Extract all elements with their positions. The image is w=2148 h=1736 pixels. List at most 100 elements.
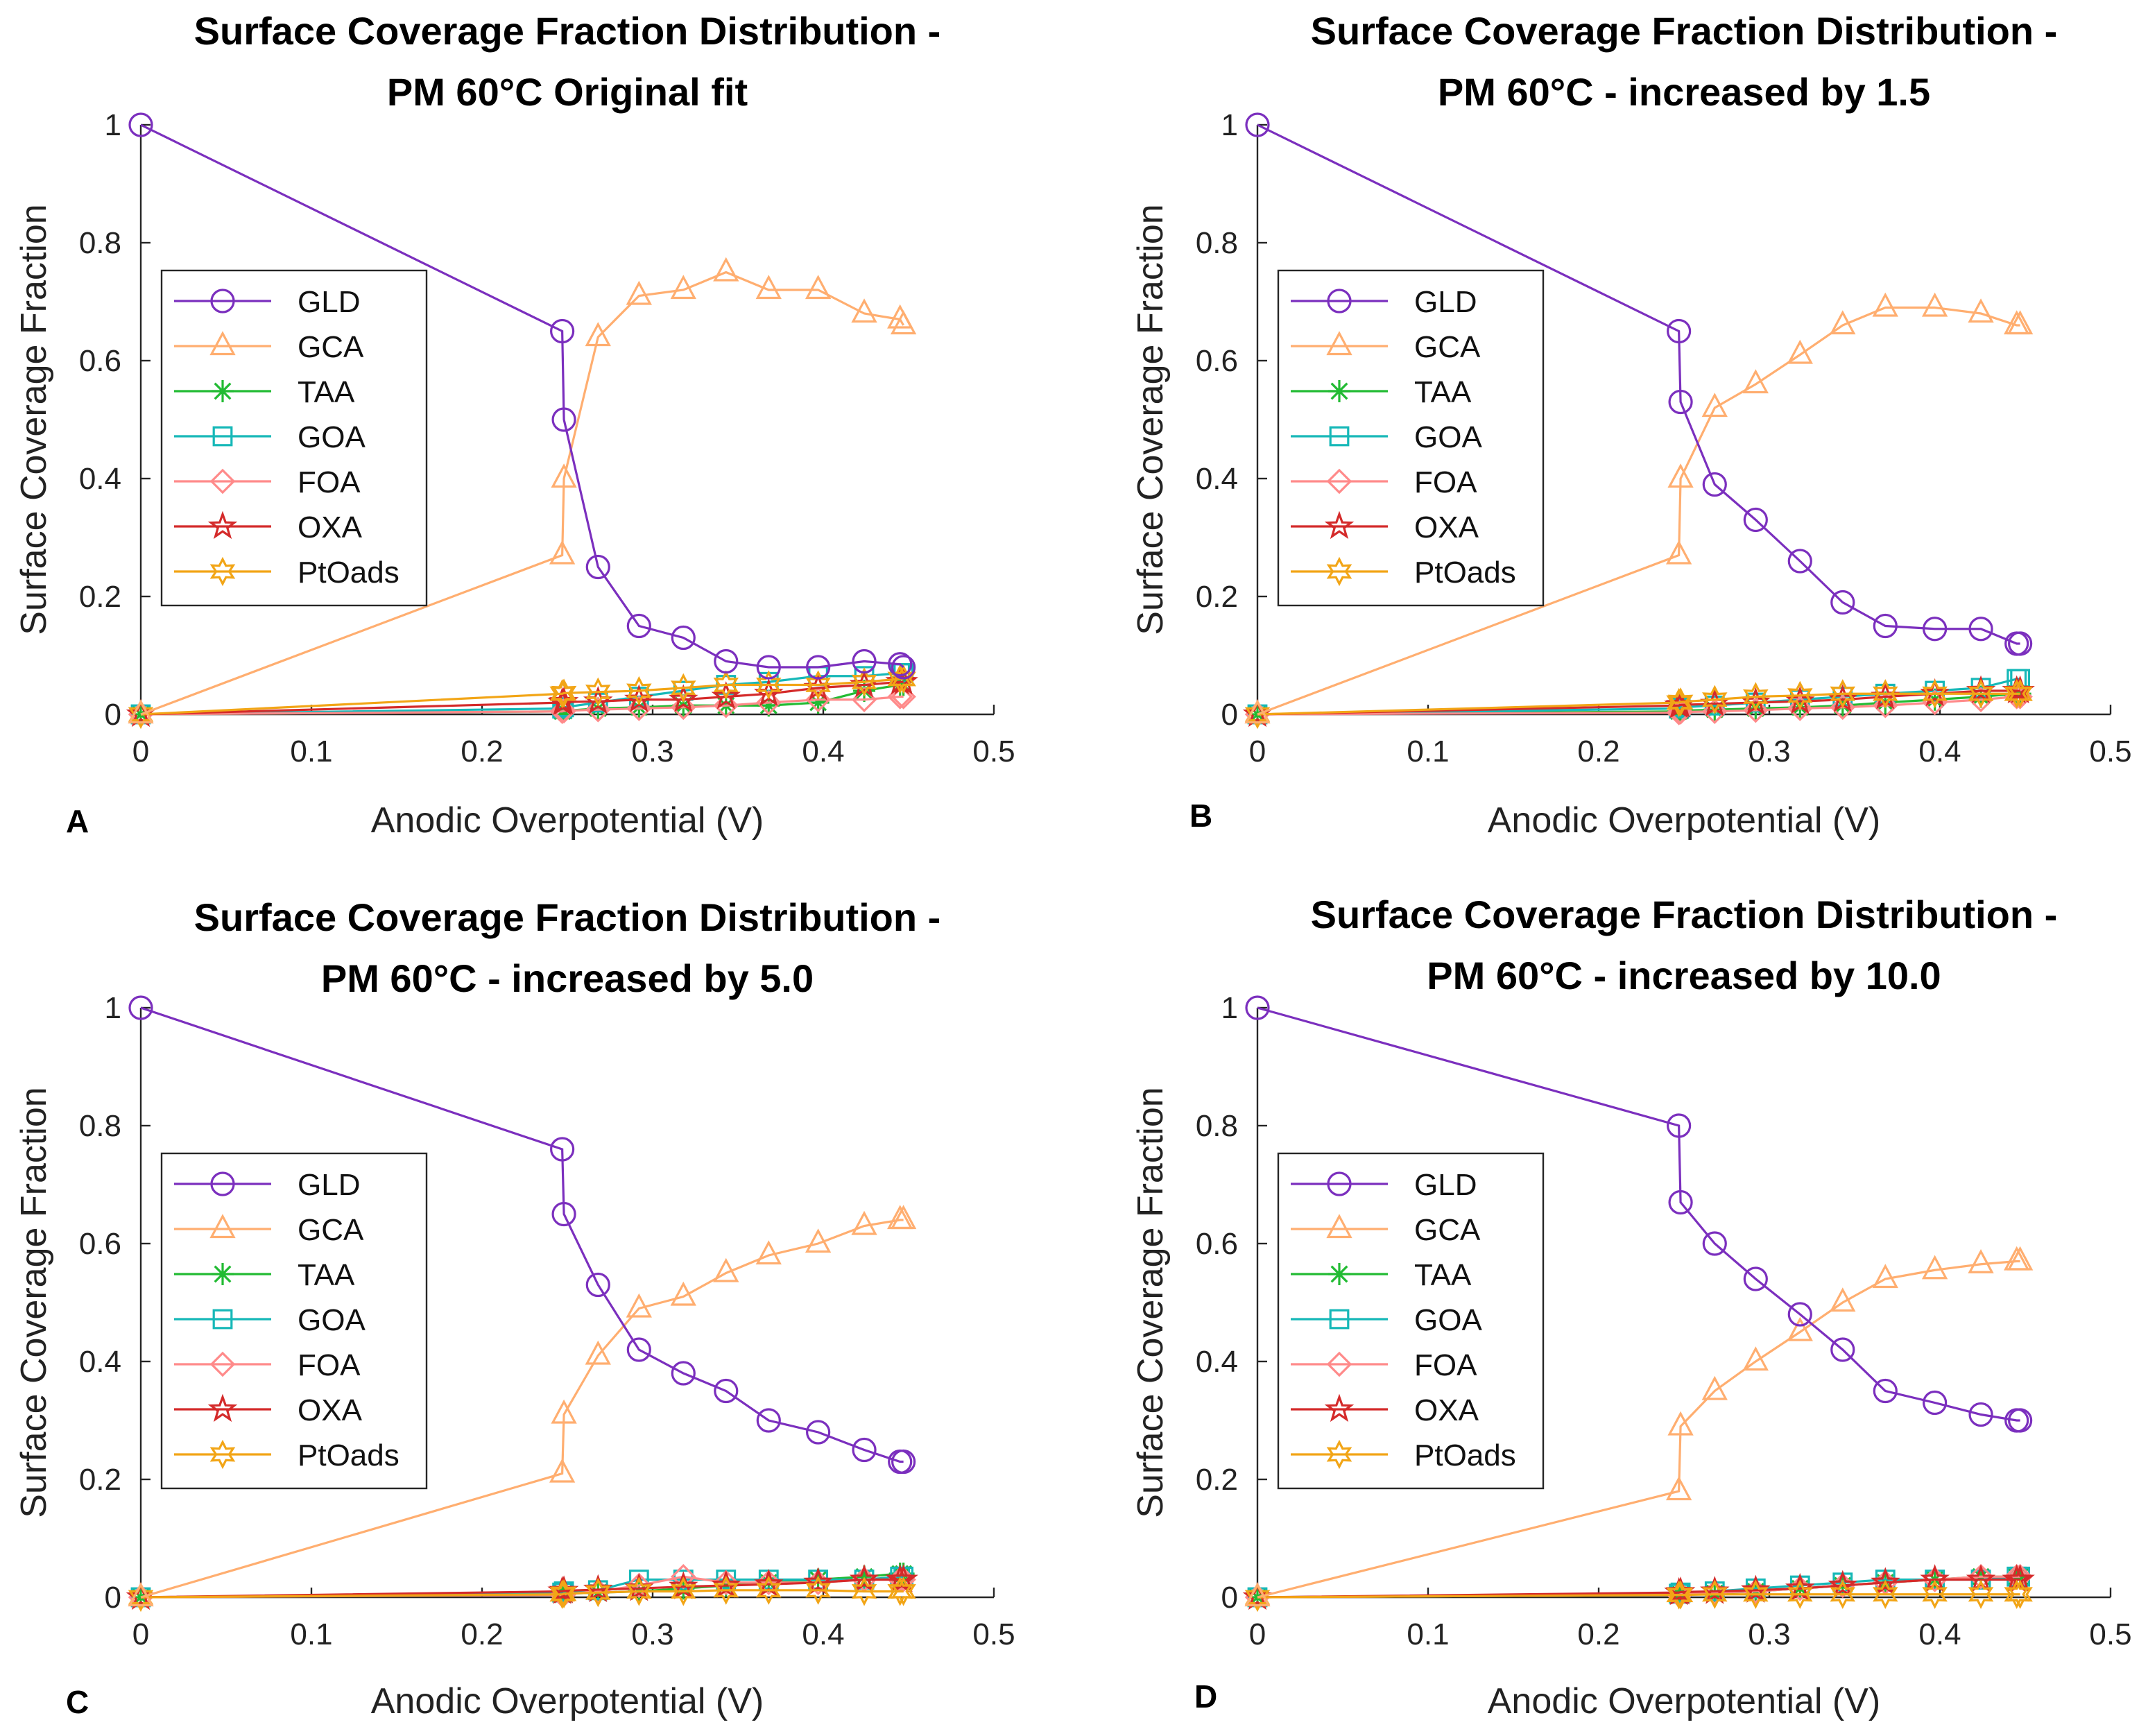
marker-triangle (890, 310, 917, 335)
series-foa (128, 1563, 916, 1610)
marker-star (1324, 1393, 1355, 1423)
marker-circle (852, 648, 877, 674)
legend-item-ptoads: PtOads (174, 1438, 399, 1472)
x-tick-label: 0 (1249, 1617, 1266, 1651)
legend-label: TAA (298, 1258, 355, 1292)
legend-label: PtOads (1414, 1438, 1516, 1472)
marker-diamond (626, 1572, 652, 1599)
series-taa (130, 673, 915, 725)
x-axis-label: Anodic Overpotential (V) (371, 800, 764, 841)
legend-label: GLD (298, 1168, 360, 1202)
y-tick-label: 0.6 (79, 1227, 121, 1261)
y-tick-label: 0.4 (1196, 1345, 1238, 1379)
legend-label: GCA (1414, 330, 1481, 364)
legend-label: TAA (1414, 1258, 1472, 1292)
y-tick-label: 0.6 (1196, 1227, 1238, 1261)
series-goa (1247, 1566, 2031, 1608)
marker-triangle (1667, 1411, 1694, 1436)
marker-hexagram (551, 1579, 577, 1608)
marker-circle (1327, 289, 1352, 313)
legend-label: TAA (1414, 375, 1472, 409)
marker-hexagram (626, 1576, 652, 1606)
marker-asterisk (587, 697, 610, 720)
series-ptoads (1244, 1579, 2033, 1613)
marker-diamond (671, 694, 696, 721)
marker-hexagram (891, 1576, 916, 1606)
x-tick-label: 0.3 (1748, 734, 1790, 768)
chart-title-line: PM 60°C Original fit (387, 70, 748, 114)
marker-diamond (1873, 692, 1898, 719)
series-gld (128, 112, 916, 680)
legend-item-taa: TAA (1291, 1258, 1472, 1292)
marker-circle (128, 995, 153, 1020)
series-line (1257, 306, 2020, 716)
legend: GLD GCA TAA GOA FOA OXA PtOads (1277, 1152, 1545, 1490)
marker-circle (1702, 472, 1727, 497)
chart-title-line: PM 60°C - increased by 10.0 (1427, 954, 1941, 997)
y-tick-label: 0 (1221, 1581, 1238, 1615)
x-tick-label: 0.2 (1577, 734, 1619, 768)
chart-title-line: Surface Coverage Fraction Distribution - (1311, 893, 2058, 936)
legend-item-gld: GLD (174, 285, 360, 319)
marker-triangle (1830, 1287, 1856, 1312)
marker-circle (1923, 1390, 1948, 1416)
legend-item-oxa: OXA (174, 510, 363, 544)
marker-triangle (1665, 540, 1692, 565)
legend-item-oxa: OXA (174, 1393, 363, 1427)
x-tick-label: 0.2 (461, 1617, 503, 1651)
marker-circle (806, 655, 831, 680)
y-tick-label: 1 (105, 108, 121, 142)
x-tick-label: 0 (1249, 734, 1266, 768)
legend-label: GOA (1414, 1303, 1482, 1337)
panel-letter: D (1194, 1678, 1217, 1714)
marker-circle (1667, 318, 1692, 344)
legend-item-gca: GCA (174, 1213, 364, 1247)
legend-label: GLD (1414, 1168, 1477, 1202)
y-tick-label: 0 (105, 698, 121, 732)
legend-item-taa: TAA (174, 375, 355, 409)
marker-square (1329, 1309, 1350, 1330)
marker-hexagram (756, 1575, 782, 1605)
marker-hexagram (1830, 1579, 1856, 1609)
marker-hexagram (1830, 679, 1856, 709)
marker-triangle (2007, 1246, 2034, 1271)
marker-diamond (626, 696, 652, 721)
marker-triangle (851, 1210, 877, 1235)
marker-circle (671, 625, 696, 651)
chart-panel-b: Surface Coverage Fraction Distribution -… (1131, 9, 2131, 841)
marker-star (1871, 1567, 1900, 1595)
marker-triangle (626, 280, 652, 305)
marker-circle (891, 655, 916, 680)
legend-item-ptoads: PtOads (1291, 1438, 1516, 1472)
series-ptoads (128, 664, 916, 730)
marker-circle (210, 1171, 235, 1196)
legend-label: GCA (1414, 1213, 1481, 1247)
legend-label: GOA (1414, 420, 1482, 454)
marker-hexagram (128, 1582, 154, 1613)
y-tick-label: 0.8 (1196, 1109, 1238, 1143)
legend-item-gca: GCA (174, 330, 364, 364)
legend-item-gca: GCA (1291, 330, 1481, 364)
marker-triangle (128, 699, 154, 724)
marker-hexagram (1873, 679, 1898, 709)
marker-hexagram (1787, 1579, 1813, 1609)
marker-triangle (805, 275, 832, 300)
panel-letter: B (1189, 798, 1212, 834)
marker-hexagram (805, 1575, 831, 1605)
x-tick-label: 0.1 (290, 1617, 332, 1651)
x-tick-label: 0.4 (802, 734, 844, 768)
chart-title-line: Surface Coverage Fraction Distribution - (194, 9, 941, 53)
marker-triangle (1742, 1346, 1769, 1371)
marker-circle (2008, 631, 2033, 656)
marker-triangle (1244, 1582, 1271, 1607)
legend-item-foa: FOA (174, 465, 361, 499)
marker-hexagram (209, 1439, 236, 1470)
y-axis-label: Surface Coverage Fraction (14, 204, 54, 635)
marker-triangle (551, 463, 577, 488)
chart-panel-a: Surface Coverage Fraction Distribution -… (14, 9, 1015, 841)
marker-hexagram (2007, 1579, 2033, 1609)
marker-hexagram (626, 676, 652, 706)
y-tick-label: 0.2 (79, 1463, 121, 1497)
marker-circle (888, 652, 913, 677)
marker-triangle (585, 1340, 611, 1365)
